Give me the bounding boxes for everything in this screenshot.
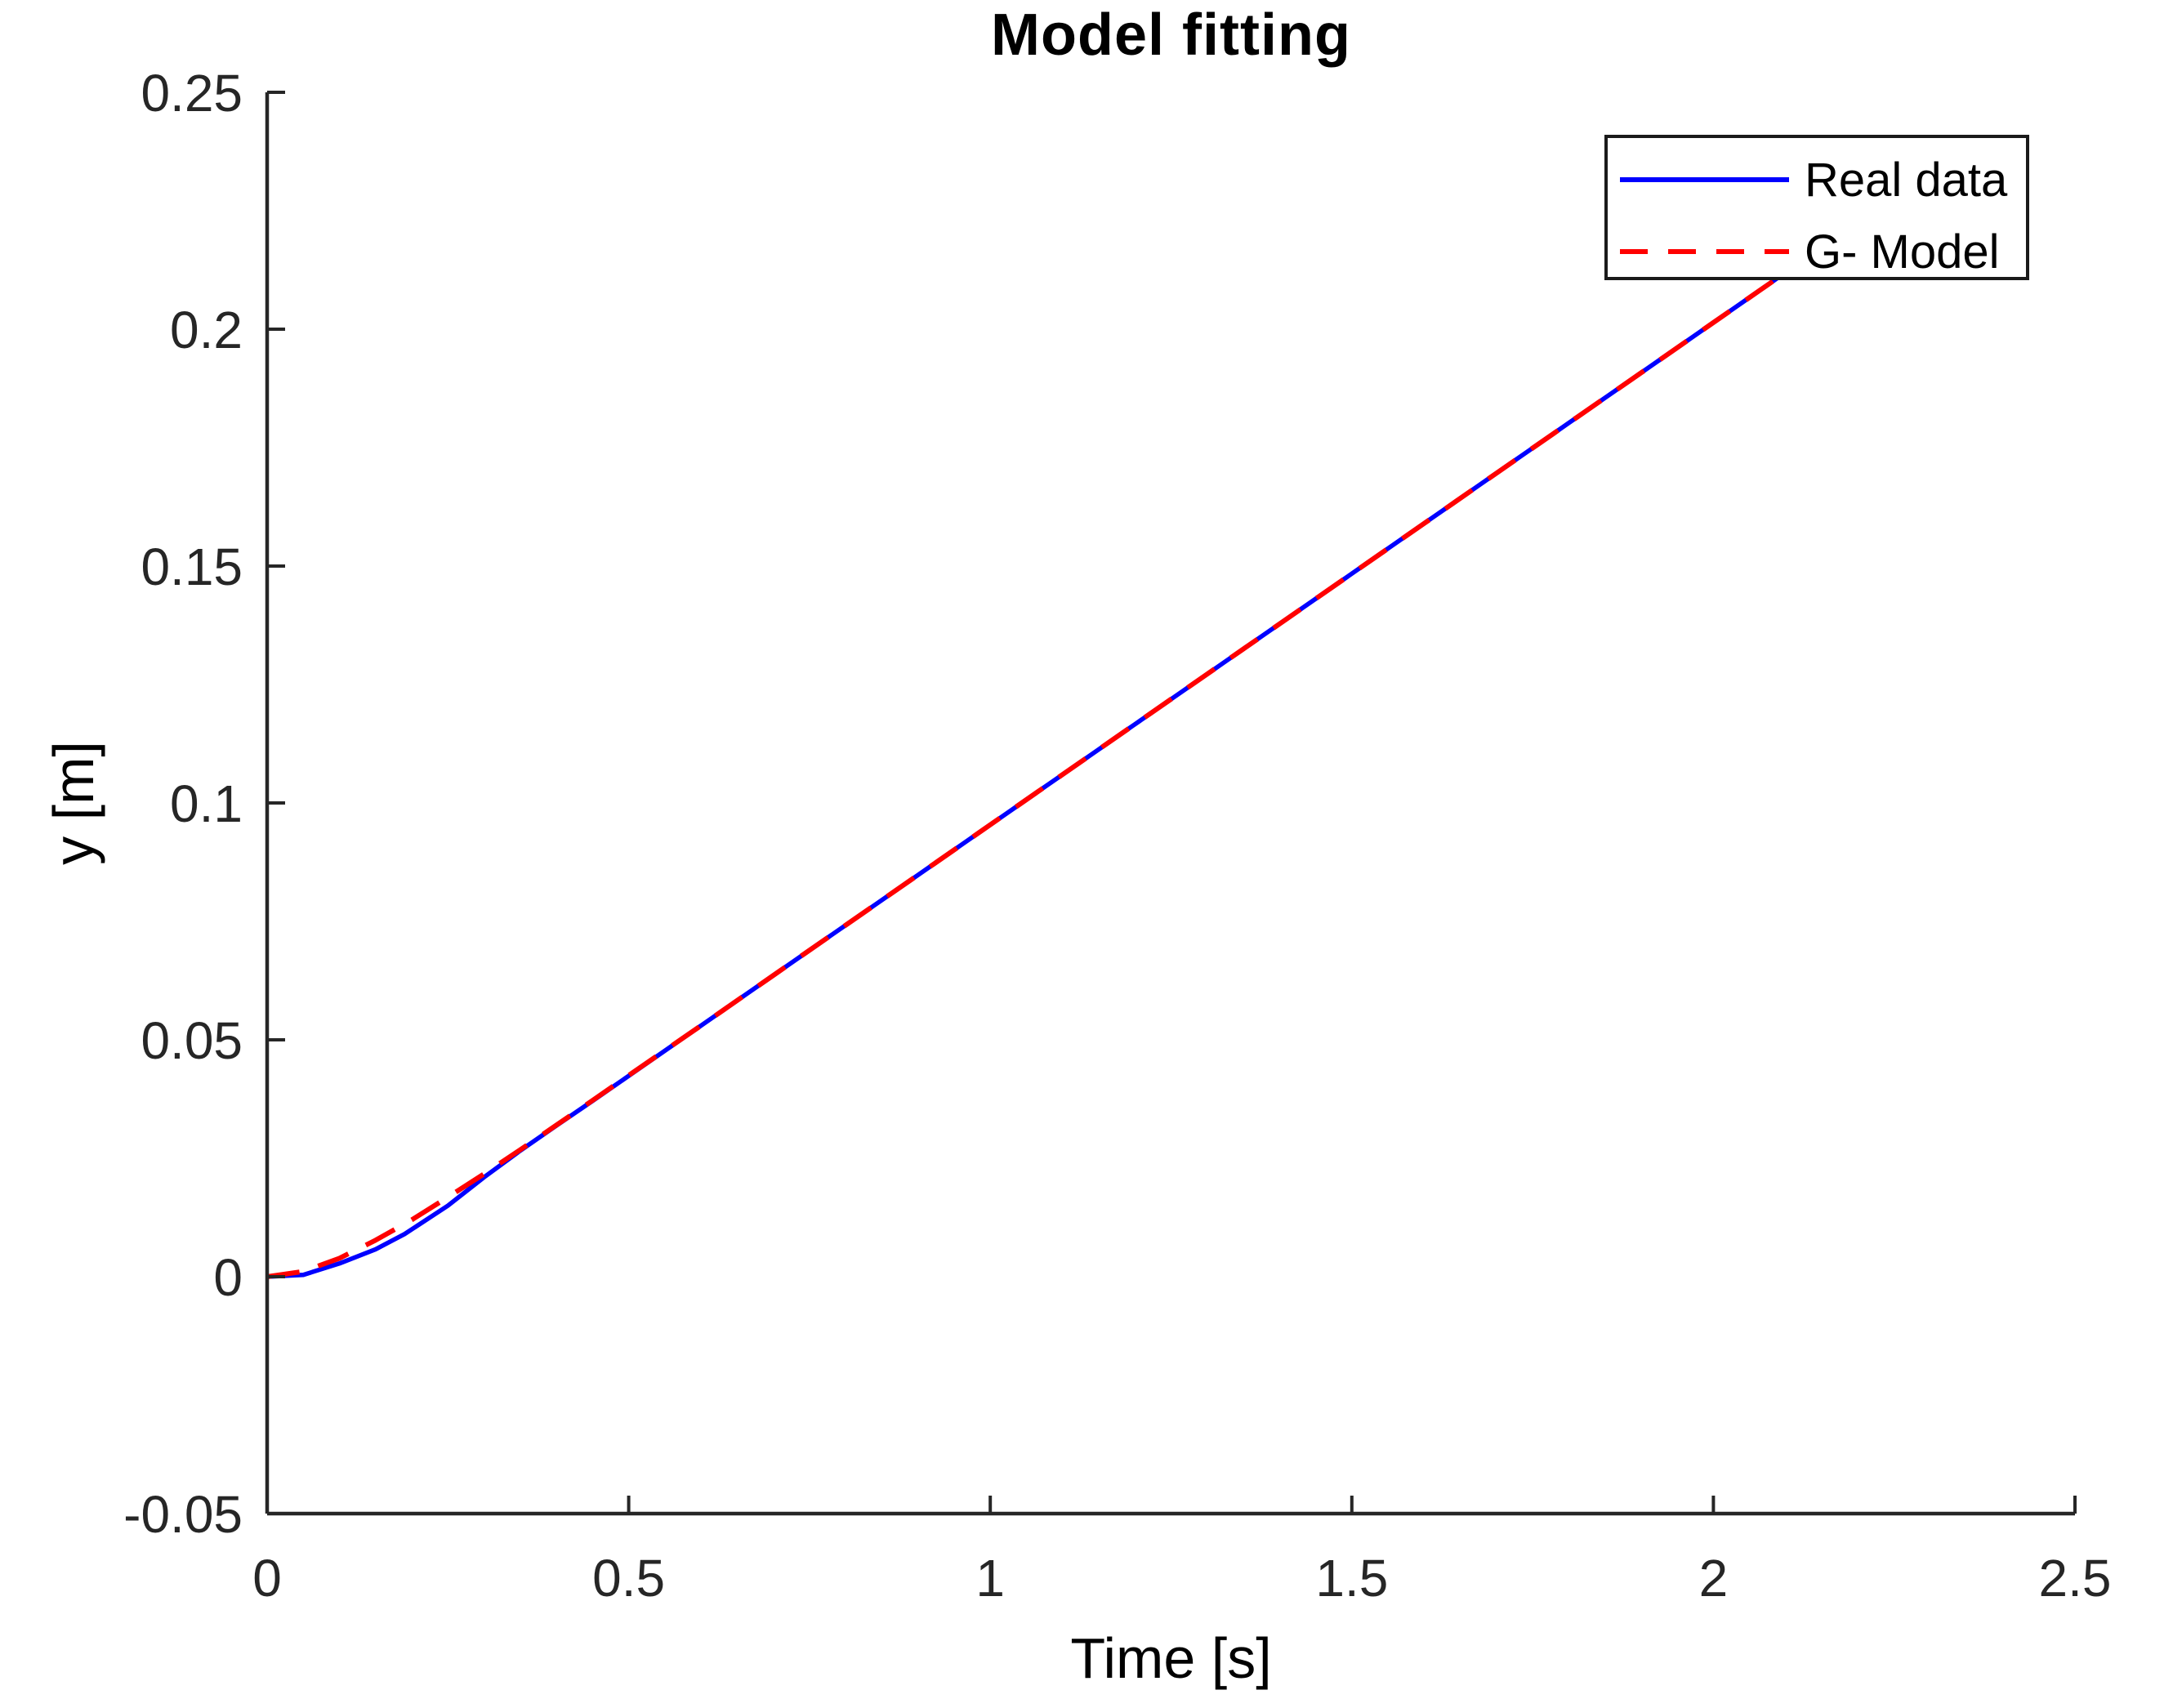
chart-title: Model fitting (991, 2, 1351, 68)
x-tick-label: 2 (1699, 1549, 1729, 1608)
y-tick-label: 0 (213, 1248, 243, 1307)
y-tick-label: 0.05 (141, 1011, 243, 1070)
x-axis-label: Time [s] (1070, 1626, 1272, 1690)
legend: Real data G- Model (1604, 135, 2029, 280)
x-tick-label: 0 (252, 1549, 282, 1608)
series-line-real-data (266, 245, 1823, 1279)
legend-item-real-data: Real data (1620, 147, 2012, 212)
legend-label-real-data: Real data (1805, 153, 2008, 207)
y-tick-label: 0.2 (170, 301, 243, 359)
x-tick-label: 0.5 (592, 1549, 665, 1608)
legend-item-g-model: G- Model (1620, 219, 2012, 284)
x-tick-label: 1 (975, 1549, 1005, 1608)
y-tick-label: -0.05 (123, 1485, 243, 1544)
legend-line-sample-g-model (1620, 249, 1789, 254)
x-tick-label: 2.5 (2039, 1549, 2112, 1608)
y-axis-label: y [m] (42, 741, 105, 865)
y-tick-label: 0.15 (141, 537, 243, 596)
x-tick-label: 1.5 (1315, 1549, 1388, 1608)
series-line-g-model (266, 245, 1823, 1279)
legend-line-sample-real-data (1620, 177, 1789, 182)
y-tick-label: 0.1 (170, 774, 243, 833)
y-tick-label: 0.25 (141, 64, 243, 123)
legend-label-g-model: G- Model (1805, 225, 2000, 279)
